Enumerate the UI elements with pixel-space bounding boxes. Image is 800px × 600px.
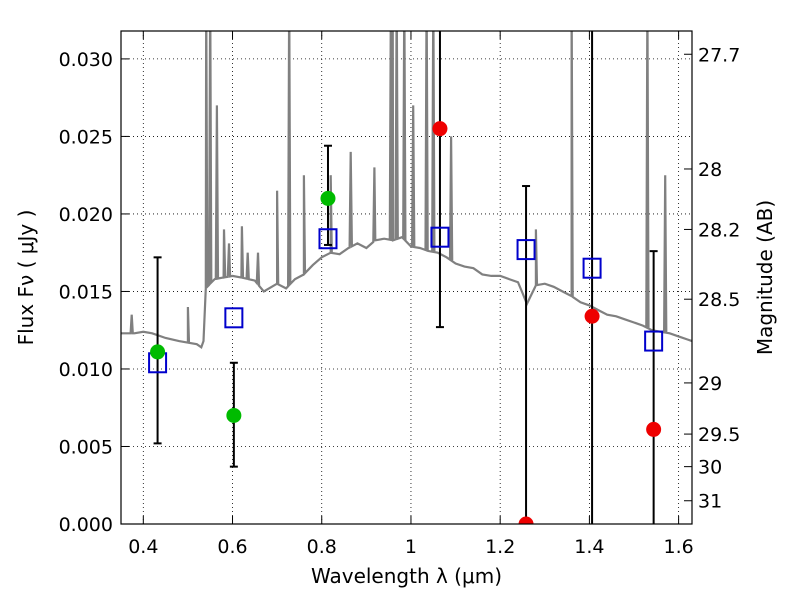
y-tick-label: 0.015: [59, 281, 113, 303]
axis-ticks: [121, 31, 692, 525]
x-tick-label: 1.2: [485, 536, 515, 558]
detected-point: [320, 190, 336, 206]
error-bars: [153, 31, 658, 524]
y2-tick-label: 29: [698, 373, 722, 395]
y-tick-labels: 0.000 0.005 0.010 0.015 0.020 0.025 0.030: [59, 49, 113, 536]
y2-axis-label: Magnitude (AB): [753, 200, 777, 355]
x-tick-label: 0.6: [217, 536, 247, 558]
y2-tick-label: 28.5: [698, 289, 740, 311]
y2-tick-label: 28.2: [698, 219, 740, 241]
x-tick-labels: 0.4 0.6 0.8 1 1.2 1.4 1.6: [128, 536, 694, 558]
undetected-point: [518, 516, 534, 524]
x-tick-label: 1.4: [574, 536, 604, 558]
undetected-point: [432, 121, 448, 137]
y2-tick-label: 28: [698, 159, 722, 181]
model-square: [224, 307, 244, 329]
detected-point: [226, 407, 242, 423]
undetected-points: [432, 121, 662, 524]
y-tick-label: 0.030: [59, 49, 113, 71]
model-square: [430, 226, 450, 248]
y2-tick-label: 30: [698, 457, 722, 479]
detected-points: [150, 190, 336, 423]
y2-tick-labels: 27.7 28 28.2 28.5 29 29.5 30 31: [698, 44, 740, 512]
spectrum-line: [121, 31, 692, 350]
model-points: [148, 226, 664, 374]
plot-frame: [120, 30, 693, 525]
y-tick-label: 0.010: [59, 359, 113, 381]
y2-tick-label: 27.7: [698, 44, 740, 66]
model-square: [582, 257, 602, 279]
detected-point: [150, 344, 166, 360]
y-tick-label: 0.025: [59, 126, 113, 148]
x-tick-label: 1: [405, 536, 417, 558]
x-tick-label: 1.6: [664, 536, 694, 558]
y2-tick-label: 31: [698, 491, 722, 513]
y-tick-label: 0.005: [59, 436, 113, 458]
undetected-point: [584, 308, 600, 324]
x-tick-label: 0.4: [128, 536, 158, 558]
y-axis-label: Flux Fν ( μJy ): [14, 210, 38, 346]
model-square: [318, 228, 338, 250]
x-axis-label: Wavelength λ (μm): [311, 564, 502, 588]
model-square: [516, 239, 536, 261]
plot-area: [121, 31, 692, 524]
y-tick-label: 0.000: [59, 514, 113, 536]
x-tick-label: 0.8: [307, 536, 337, 558]
y-tick-label: 0.020: [59, 204, 113, 226]
undetected-point: [646, 421, 662, 437]
model-square: [644, 330, 664, 352]
y2-tick-label: 29.5: [698, 424, 740, 446]
